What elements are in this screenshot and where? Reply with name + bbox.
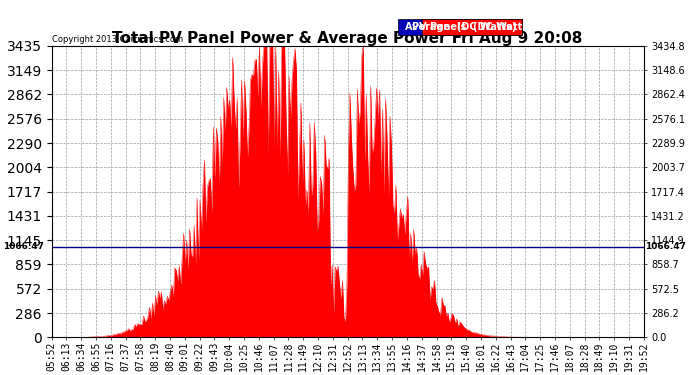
Text: PV Panels  (DC Watts): PV Panels (DC Watts) [412,22,532,32]
Text: 1066.47: 1066.47 [3,242,44,251]
Text: Average  (DC Watts): Average (DC Watts) [404,22,516,32]
FancyBboxPatch shape [422,19,522,35]
FancyBboxPatch shape [398,19,522,35]
Text: Copyright 2013 Cartronics.com: Copyright 2013 Cartronics.com [52,35,184,44]
Text: 1066.47: 1066.47 [645,242,686,251]
Title: Total PV Panel Power & Average Power Fri Aug 9 20:08: Total PV Panel Power & Average Power Fri… [112,31,583,46]
